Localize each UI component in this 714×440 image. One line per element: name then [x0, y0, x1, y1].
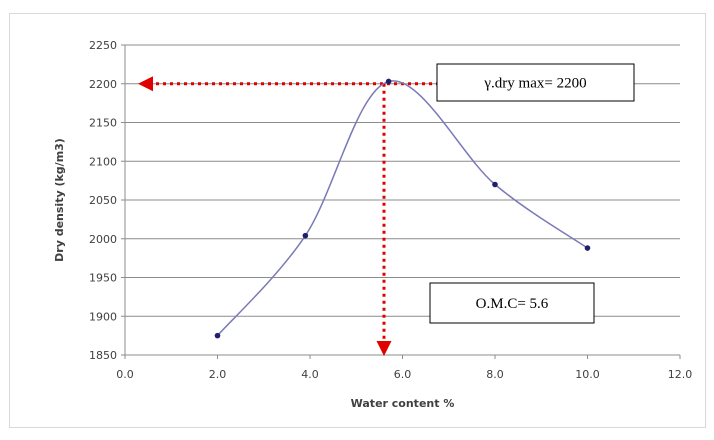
y-tick-label: 1900	[89, 310, 117, 323]
series	[214, 78, 591, 339]
y-tick-label: 1850	[89, 349, 117, 362]
data-point	[302, 232, 309, 239]
data-point	[584, 245, 591, 251]
annotation-box	[436, 63, 635, 102]
x-tick-label: 2.0	[209, 368, 227, 381]
x-tick-label: 6.0	[394, 368, 412, 381]
y-tick-label: 2100	[89, 155, 117, 168]
reference-lines	[138, 76, 439, 356]
x-tick-label: 12.0	[668, 368, 693, 381]
data-point	[492, 181, 498, 188]
annotations: γ.dry max= 2200 O.M.C= 5.6	[429, 63, 635, 324]
y-axis-title: Dry density (kg/m3)	[53, 138, 66, 262]
x-tick-label: 8.0	[486, 368, 504, 381]
y-tick-label: 2050	[89, 194, 117, 207]
x-tick-label: 4.0	[301, 368, 319, 381]
x-tick-label: 0.0	[116, 368, 134, 381]
y-tick-label: 1950	[89, 272, 117, 285]
y-tick-label: 2250	[89, 39, 117, 52]
x-axis-title: Water content %	[351, 397, 455, 410]
y-tick-label: 2200	[89, 78, 117, 91]
annotation-box	[429, 282, 595, 324]
data-point	[385, 78, 392, 85]
annotation-text: γ.dry max= 2200	[483, 76, 586, 92]
annotation-text: O.M.C= 5.6	[476, 296, 549, 312]
y-tick-label: 2000	[89, 233, 117, 246]
axes: 1850 1900 1950 2000 2050 2100 2150 2200 2250 0.0 2…	[89, 39, 692, 381]
y-tick-label: 2150	[89, 117, 117, 130]
data-point	[214, 332, 221, 339]
x-tick-label: 10.0	[575, 368, 600, 381]
